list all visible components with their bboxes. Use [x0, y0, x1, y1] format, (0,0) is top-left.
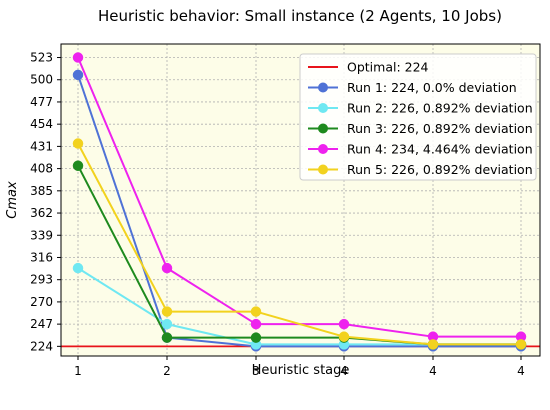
- series-2-point: [161, 318, 173, 330]
- legend: Optimal: 224 Run 1: 224, 0.0% deviation Ru…: [299, 53, 537, 181]
- y-tick-label: 224: [30, 339, 53, 353]
- x-tick-label: 4: [340, 364, 348, 378]
- x-tick-label: 1: [74, 364, 82, 378]
- series-5-point: [515, 339, 527, 350]
- legend-box: [299, 53, 537, 181]
- x-ticks: 1 2 3 4 4 4: [74, 356, 525, 378]
- y-ticks: 224 247 270 293 316 339 362 385 408 431 454 477 500 5…: [30, 51, 61, 353]
- x-tick-label: 4: [517, 364, 525, 378]
- series-5-point: [72, 138, 84, 149]
- plot-frame: [60, 43, 541, 357]
- series-4-point: [161, 262, 173, 274]
- x-tick-label: 3: [252, 364, 260, 378]
- y-tick-label: 362: [30, 206, 53, 220]
- series-3-point: [250, 332, 262, 343]
- legend-swatch-marker: [318, 144, 328, 154]
- series-3-point: [161, 332, 173, 343]
- series-3-point: [72, 160, 84, 171]
- x-tick-label: 2: [163, 364, 171, 378]
- series-5-point: [250, 306, 262, 317]
- legend-label: Run 4: 234, 4.464% deviation: [347, 142, 533, 157]
- y-tick-label: 270: [30, 295, 53, 309]
- x-axis-label: Heuristic stage: [252, 363, 350, 378]
- series-4-point: [338, 318, 350, 330]
- y-tick-label: 454: [30, 117, 53, 131]
- y-tick-label: 293: [30, 273, 53, 287]
- y-tick-label: 339: [30, 228, 53, 242]
- series-2-point: [72, 262, 84, 274]
- series-5-point: [427, 339, 439, 350]
- y-tick-label: 523: [30, 51, 53, 65]
- series-4-point: [72, 52, 84, 63]
- series-1-point: [72, 69, 84, 81]
- y-axis-label: Cmax: [5, 181, 20, 219]
- series-5-point: [338, 331, 350, 342]
- legend-swatch-marker: [318, 82, 328, 93]
- series-1-line: [77, 74, 521, 348]
- series-4-point: [250, 318, 262, 330]
- legend-swatch-marker: [318, 123, 328, 134]
- legend-label: Run 1: 224, 0.0% deviation: [347, 80, 517, 95]
- series-5-point: [161, 306, 173, 317]
- y-tick-label: 431: [30, 139, 53, 153]
- y-tick-label: 500: [30, 73, 53, 87]
- legend-label: Run 3: 226, 0.892% deviation: [347, 121, 533, 136]
- y-tick-label: 247: [30, 317, 53, 331]
- series-lines: [72, 52, 527, 352]
- series-5-line: [77, 143, 521, 346]
- y-tick-label: 408: [30, 162, 53, 176]
- series-5: [72, 138, 527, 350]
- legend-label: Run 2: 226, 0.892% deviation: [347, 101, 533, 116]
- chart-title: Heuristic behavior: Small instance (2 Ag…: [98, 7, 502, 25]
- y-tick-label: 316: [30, 250, 53, 264]
- legend-swatch-marker: [318, 164, 328, 175]
- legend-label: Optimal: 224: [347, 60, 429, 75]
- series-4: [72, 52, 527, 342]
- y-tick-label: 385: [30, 184, 53, 198]
- legend-swatch-marker: [318, 103, 328, 113]
- legend-label: Run 5: 226, 0.892% deviation: [347, 162, 533, 177]
- x-tick-label: 4: [429, 364, 437, 378]
- y-tick-label: 477: [30, 95, 53, 109]
